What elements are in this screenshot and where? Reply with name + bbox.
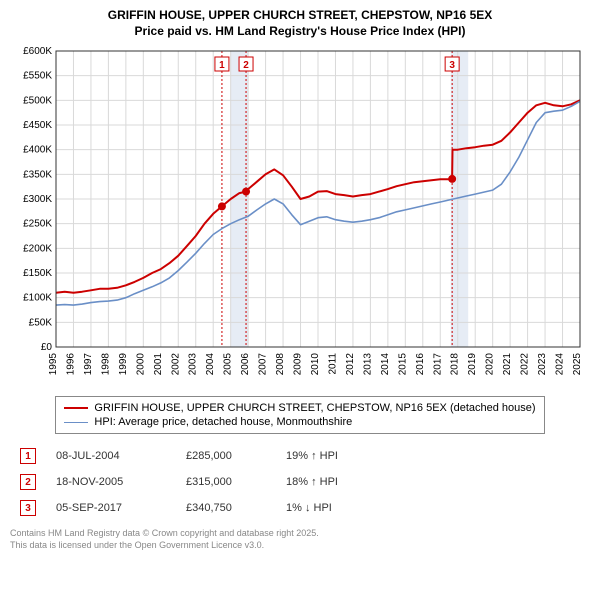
transaction-row: 1 08-JUL-2004 £285,000 19% ↑ HPI [10, 444, 590, 470]
svg-text:£150K: £150K [23, 268, 52, 279]
transaction-marker: 2 [20, 474, 36, 490]
title-line-1: GRIFFIN HOUSE, UPPER CHURCH STREET, CHEP… [10, 8, 590, 24]
svg-text:2009: 2009 [293, 353, 304, 376]
transaction-date: 05-SEP-2017 [56, 502, 166, 514]
transaction-price: £285,000 [186, 450, 266, 462]
svg-text:2012: 2012 [345, 353, 356, 376]
svg-text:£550K: £550K [23, 71, 52, 82]
legend: GRIFFIN HOUSE, UPPER CHURCH STREET, CHEP… [55, 396, 544, 434]
svg-text:2016: 2016 [415, 353, 426, 376]
svg-text:£250K: £250K [23, 219, 52, 230]
svg-text:2019: 2019 [467, 353, 478, 376]
svg-text:£450K: £450K [23, 120, 52, 131]
svg-text:1996: 1996 [65, 353, 76, 376]
chart-title: GRIFFIN HOUSE, UPPER CHURCH STREET, CHEP… [10, 8, 590, 39]
legend-item: HPI: Average price, detached house, Monm… [64, 415, 535, 429]
svg-text:2003: 2003 [188, 353, 199, 376]
svg-text:£350K: £350K [23, 170, 52, 181]
svg-text:1: 1 [219, 60, 225, 71]
svg-text:2001: 2001 [153, 353, 164, 376]
transaction-date: 08-JUL-2004 [56, 450, 166, 462]
svg-text:1997: 1997 [83, 353, 94, 376]
svg-text:2007: 2007 [258, 353, 269, 376]
svg-text:2011: 2011 [327, 353, 338, 375]
svg-text:2022: 2022 [520, 353, 531, 376]
footer-line-1: Contains HM Land Registry data © Crown c… [10, 528, 590, 540]
svg-text:£200K: £200K [23, 244, 52, 255]
svg-text:2020: 2020 [485, 353, 496, 376]
title-line-2: Price paid vs. HM Land Registry's House … [10, 24, 590, 40]
svg-text:1999: 1999 [118, 353, 129, 376]
footer-line-2: This data is licensed under the Open Gov… [10, 540, 590, 552]
chart-area: £0 £50K £100K £150K £200K £250K £300K £350K £400… [10, 45, 590, 390]
svg-text:£100K: £100K [23, 293, 52, 304]
svg-text:2002: 2002 [170, 353, 181, 376]
transaction-row: 3 05-SEP-2017 £340,750 1% ↓ HPI [10, 496, 590, 522]
svg-text:1995: 1995 [48, 353, 59, 376]
transaction-date: 18-NOV-2005 [56, 476, 166, 488]
svg-text:£600K: £600K [23, 46, 52, 57]
svg-text:2015: 2015 [397, 353, 408, 376]
transaction-pct: 18% ↑ HPI [286, 476, 376, 488]
svg-text:2023: 2023 [537, 353, 548, 376]
transaction-price: £340,750 [186, 502, 266, 514]
svg-text:£50K: £50K [29, 318, 53, 329]
svg-text:3: 3 [449, 60, 455, 71]
svg-text:£300K: £300K [23, 194, 52, 205]
svg-text:2025: 2025 [572, 353, 583, 376]
svg-text:2014: 2014 [380, 353, 391, 376]
legend-swatch [64, 422, 88, 423]
svg-text:2017: 2017 [432, 353, 443, 376]
footer-note: Contains HM Land Registry data © Crown c… [10, 528, 590, 551]
svg-text:2024: 2024 [555, 353, 566, 376]
svg-text:2004: 2004 [205, 353, 216, 376]
svg-text:2018: 2018 [450, 353, 461, 376]
svg-text:2006: 2006 [240, 353, 251, 376]
transaction-price: £315,000 [186, 476, 266, 488]
svg-text:£400K: £400K [23, 145, 52, 156]
svg-text:2005: 2005 [223, 353, 234, 376]
legend-swatch [64, 407, 88, 409]
legend-label: GRIFFIN HOUSE, UPPER CHURCH STREET, CHEP… [94, 402, 535, 414]
transaction-pct: 1% ↓ HPI [286, 502, 376, 514]
transaction-pct: 19% ↑ HPI [286, 450, 376, 462]
svg-text:2000: 2000 [135, 353, 146, 376]
transaction-row: 2 18-NOV-2005 £315,000 18% ↑ HPI [10, 470, 590, 496]
transactions-table: 1 08-JUL-2004 £285,000 19% ↑ HPI 2 18-NOV-200… [10, 444, 590, 522]
legend-item: GRIFFIN HOUSE, UPPER CHURCH STREET, CHEP… [64, 401, 535, 415]
svg-text:2013: 2013 [362, 353, 373, 376]
legend-label: HPI: Average price, detached house, Monm… [94, 416, 352, 428]
svg-text:2008: 2008 [275, 353, 286, 376]
svg-text:£0: £0 [41, 342, 53, 353]
svg-text:2021: 2021 [502, 353, 513, 376]
svg-text:1998: 1998 [100, 353, 111, 376]
svg-text:2: 2 [243, 60, 249, 71]
transaction-marker: 3 [20, 500, 36, 516]
transaction-marker: 1 [20, 448, 36, 464]
chart-svg: £0 £50K £100K £150K £200K £250K £300K £350K £400… [10, 45, 590, 385]
svg-text:£500K: £500K [23, 96, 52, 107]
svg-text:2010: 2010 [310, 353, 321, 376]
